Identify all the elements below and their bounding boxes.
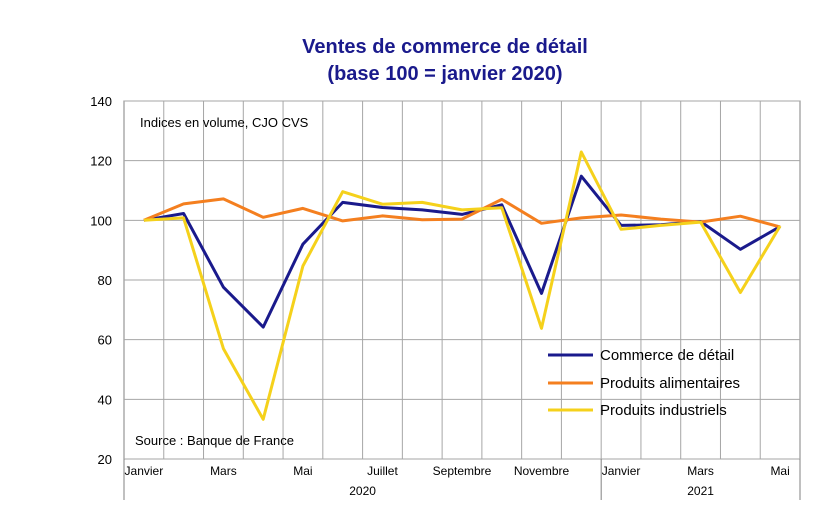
x-tick-label: Juillet: [367, 464, 398, 478]
chart-annotation: Indices en volume, CJO CVS: [140, 115, 309, 130]
y-axis: 20 40 60 80 100 120 140: [90, 94, 112, 467]
y-tick-label: 100: [90, 213, 112, 228]
chart-subtitle: (base 100 = janvier 2020): [327, 63, 562, 85]
y-tick-label: 120: [90, 154, 112, 169]
y-tick-label: 20: [98, 452, 112, 467]
x-tick-label: Novembre: [514, 464, 570, 478]
chart-title: Ventes de commerce de détail: [302, 36, 588, 58]
x-tick-label: Septembre: [433, 464, 492, 478]
x-tick-label: Mars: [210, 464, 237, 478]
x-axis: Janvier Mars Mai Juillet Septembre Novembre Ja…: [123, 459, 801, 500]
series-line-2: [143, 150, 782, 421]
x-tick-label: Janvier: [125, 464, 164, 478]
y-tick-label: 60: [98, 333, 112, 348]
y-tick-label: 140: [90, 94, 112, 109]
year-label-2020: 2020: [349, 484, 376, 498]
x-tick-label: Mars: [687, 464, 714, 478]
y-tick-label: 80: [98, 273, 112, 288]
gridlines: [124, 100, 800, 460]
y-tick-label: 40: [98, 392, 112, 407]
legend: Commerce de détail Produits alimentaires…: [548, 347, 740, 419]
legend-label-industriels: Produits industriels: [600, 402, 727, 419]
legend-label-commerce: Commerce de détail: [600, 347, 734, 364]
x-tick-label: Mai: [770, 464, 789, 478]
series-lines: [143, 150, 782, 421]
chart-source: Source : Banque de France: [135, 433, 294, 448]
legend-label-alimentaires: Produits alimentaires: [600, 375, 740, 392]
series-line-1: [143, 197, 781, 229]
x-tick-label: Janvier: [602, 464, 641, 478]
x-tick-label: Mai: [293, 464, 312, 478]
year-label-2021: 2021: [687, 484, 714, 498]
